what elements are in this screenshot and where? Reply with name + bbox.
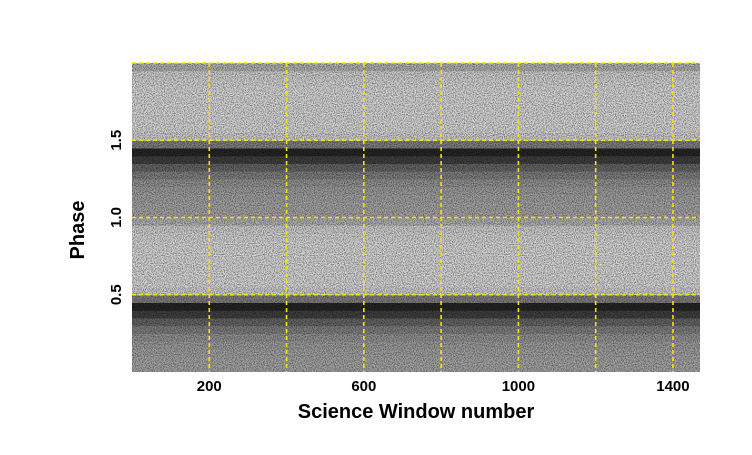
x-tick-label: 1000 <box>502 378 535 395</box>
y-axis-label: Phase <box>67 201 89 260</box>
x-tick-label: 1400 <box>656 378 689 395</box>
grid <box>132 62 700 372</box>
x-tick-label: 200 <box>197 378 222 395</box>
y-tick-label: 0.5 <box>108 284 125 305</box>
x-axis-label: Science Window number <box>298 401 535 423</box>
y-tick-label: 1.0 <box>108 207 125 228</box>
x-tick-label: 600 <box>351 378 376 395</box>
y-tick-label: 1.5 <box>108 130 125 151</box>
